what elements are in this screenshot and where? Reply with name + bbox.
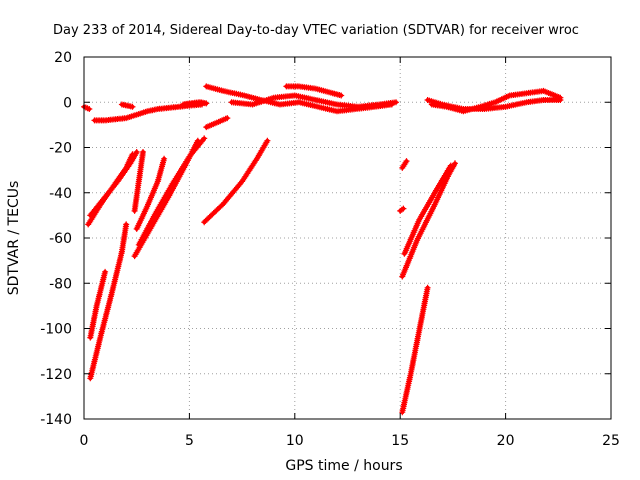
series-arc-18 bbox=[135, 135, 208, 248]
series-markers bbox=[131, 149, 146, 214]
series-arc-13 bbox=[87, 268, 109, 341]
y-tick-label: -40 bbox=[49, 186, 72, 202]
series-markers bbox=[133, 155, 168, 232]
x-tick-label: 20 bbox=[497, 433, 515, 449]
series-markers bbox=[428, 87, 564, 115]
series-arc-16 bbox=[133, 155, 168, 232]
series-markers bbox=[203, 115, 231, 131]
axis-ticks bbox=[83, 56, 612, 420]
series-markers bbox=[87, 221, 130, 382]
series-markers bbox=[401, 162, 454, 257]
series-arc-21 bbox=[397, 205, 407, 214]
series-markers bbox=[399, 158, 410, 171]
chart-title: Day 233 of 2014, Sidereal Day-to-day VTE… bbox=[53, 23, 579, 38]
tick-labels: -140 -120 -100 -80 -60 -40 -20 0 20 0 5 10 15 20 25 bbox=[40, 50, 620, 449]
series-arc-12 bbox=[87, 149, 140, 219]
grid-lines bbox=[84, 57, 611, 419]
x-tick-label: 0 bbox=[80, 433, 89, 449]
y-tick-label: -100 bbox=[40, 322, 72, 338]
series-arc-1 bbox=[81, 103, 93, 112]
series-markers bbox=[87, 268, 109, 341]
series-arc-3 bbox=[118, 101, 136, 110]
series-markers bbox=[399, 160, 458, 280]
series-arc-15 bbox=[131, 149, 146, 214]
series-markers bbox=[283, 83, 345, 99]
series-markers bbox=[135, 135, 208, 248]
y-tick-label: -80 bbox=[49, 276, 72, 292]
series-markers bbox=[228, 92, 399, 110]
y-tick-label: -140 bbox=[40, 412, 72, 428]
series-arc-20 bbox=[399, 158, 410, 171]
y-tick-label: -60 bbox=[49, 231, 72, 247]
x-tick-label: 10 bbox=[286, 433, 304, 449]
x-tick-label: 25 bbox=[602, 433, 620, 449]
series-arc-7 bbox=[283, 83, 345, 99]
series-arc-6 bbox=[228, 92, 399, 110]
series-markers bbox=[87, 149, 140, 219]
x-tick-label: 5 bbox=[185, 433, 194, 449]
data-marks bbox=[81, 83, 564, 416]
y-tick-label: 0 bbox=[63, 95, 72, 111]
y-tick-label: 20 bbox=[54, 50, 72, 66]
series-arc-9 bbox=[428, 87, 564, 115]
series-markers bbox=[180, 99, 210, 108]
series-arc-24 bbox=[399, 284, 431, 416]
y-tick-label: -20 bbox=[49, 141, 72, 157]
series-markers bbox=[118, 101, 136, 110]
series-arc-19 bbox=[201, 137, 271, 226]
series-arc-14 bbox=[87, 221, 130, 382]
x-axis-label: GPS time / hours bbox=[285, 458, 402, 474]
series-markers bbox=[399, 284, 431, 416]
series-arc-23 bbox=[401, 162, 454, 257]
series-markers bbox=[397, 205, 407, 214]
series-arc-22 bbox=[399, 160, 458, 280]
series-markers bbox=[201, 137, 271, 226]
y-axis-label: SDTVAR / TECUs bbox=[6, 181, 22, 296]
series-arc-4 bbox=[180, 99, 210, 108]
y-tick-label: -120 bbox=[40, 367, 72, 383]
series-arc-10 bbox=[203, 115, 231, 131]
x-tick-label: 15 bbox=[391, 433, 409, 449]
